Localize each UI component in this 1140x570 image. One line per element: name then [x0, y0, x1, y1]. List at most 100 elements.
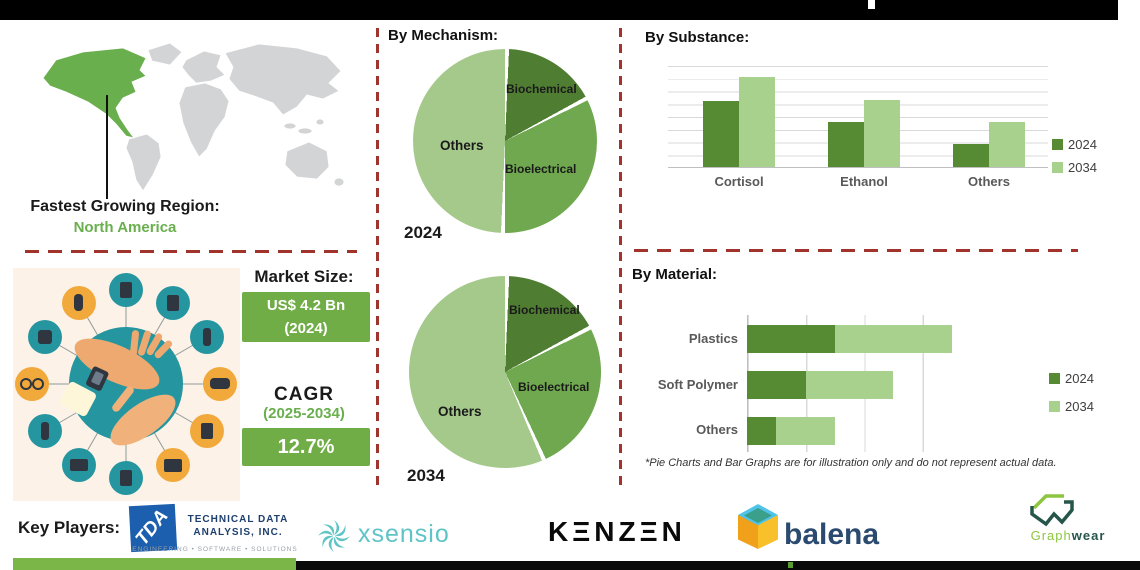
region-pointer-line: [106, 95, 108, 199]
pie1-caption: 2024: [404, 223, 442, 242]
tda-line2: ANALYSIS, INC.: [193, 526, 283, 538]
graphwear-word-part2: wear: [1071, 528, 1106, 543]
material-category-others: Others: [696, 422, 738, 437]
legend-swatch-2024: [1049, 373, 1060, 384]
segment-plastics-2034: [834, 325, 952, 353]
tda-line1: TECHNICAL DATA: [187, 514, 289, 525]
tda-tagline: ENGINEERING • SOFTWARE • SOLUTIONS: [132, 546, 298, 553]
substance-category-ethanol: Ethanol: [840, 174, 888, 189]
north-america-highlight: [42, 47, 147, 139]
market-size-label: Market Size:: [254, 267, 354, 286]
divider-dashed-vertical-2: [619, 28, 622, 492]
cube-left-face: [738, 515, 758, 549]
australia-shape: [284, 141, 330, 180]
segment-soft-polymer-2024: [747, 371, 806, 399]
segment-plastics-2024: [747, 325, 835, 353]
title-bar: [0, 0, 1118, 20]
substance-legend-2034: 2034: [1052, 160, 1097, 175]
title-text-fragment: [868, 0, 875, 9]
device-orbit: [15, 273, 237, 495]
pointing-hand-shape: [110, 394, 176, 446]
cagr-value-box: 12.7%: [242, 428, 370, 466]
graphwear-wordmark: Graphwear: [1008, 528, 1128, 543]
bar-others-2034: [989, 121, 1025, 167]
bar-others-2024: [953, 144, 989, 167]
pie2-label-others: Others: [438, 404, 482, 419]
asia-shape: [224, 43, 342, 116]
substance-legend-2024: 2024: [1052, 137, 1097, 152]
cagr-period: (2025-2034): [263, 405, 345, 422]
south-america-shape: [125, 133, 162, 192]
divider-dashed-right: [634, 249, 1078, 252]
divider-dashed-vertical-1: [376, 28, 379, 492]
fastest-growing-region-label: Fastest Growing Region:: [30, 198, 220, 215]
arm-hand-shape: [74, 338, 160, 390]
balena-wordmark: balena: [784, 518, 880, 551]
pie2-label-biochemical: Biochemical: [509, 303, 580, 317]
material-legend-2024: 2024: [1049, 371, 1094, 386]
legend-label-2024: 2024: [1068, 137, 1097, 152]
europe-shape: [181, 50, 226, 84]
world-map: [42, 42, 345, 192]
legend-swatch-2034: [1049, 401, 1060, 412]
bottom-bar-green: [13, 558, 296, 570]
substance-chart-plot: [668, 66, 1048, 168]
graphwear-logo-mark: [1030, 494, 1074, 527]
legend-swatch-2024: [1052, 139, 1063, 150]
legend-label-2034: 2034: [1065, 399, 1094, 414]
material-row-soft-polymer: [747, 371, 894, 399]
bar-cortisol-2034: [739, 77, 775, 167]
greenland-shape: [147, 42, 183, 66]
graphwear-word-part1: Graph: [1030, 528, 1072, 543]
material-row-plastics: [747, 325, 952, 353]
substance-category-others: Others: [968, 174, 1010, 189]
cube-top-inner: [744, 508, 772, 523]
legend-swatch-2034: [1052, 162, 1063, 173]
xsensio-wordmark: xsensio: [358, 520, 450, 548]
segment-soft-polymer-2034: [805, 371, 894, 399]
pie-mechanism-2024: [413, 49, 597, 233]
balena-cube-icon: [737, 504, 779, 552]
segment-others-2024: [747, 417, 777, 445]
section-title-substance: By Substance:: [645, 29, 750, 46]
illustration-disclaimer: *Pie Charts and Bar Graphs are for illus…: [645, 457, 1057, 469]
pie2-label-bioelectrical: Bioelectrical: [518, 380, 590, 394]
section-title-material: By Material:: [632, 266, 718, 283]
kenzen-wordmark: KΞNZΞN: [548, 516, 686, 547]
fastest-growing-region-value: North America: [73, 219, 177, 236]
tda-logo-text: TECHNICAL DATA ANALYSIS, INC.: [182, 514, 294, 539]
pie1-label-biochemical: Biochemical: [506, 82, 577, 96]
divider-dashed-left: [25, 250, 357, 253]
bottom-bar-green-tick: [788, 562, 793, 568]
bar-ethanol-2034: [864, 100, 900, 167]
legend-label-2034: 2034: [1068, 160, 1097, 175]
wearables-illustration: [13, 268, 240, 501]
pointing-finger-shape: [112, 386, 134, 412]
pie2-caption: 2034: [407, 466, 445, 485]
bar-ethanol-2024: [828, 121, 864, 167]
market-size-value-box: US$ 4.2 Bn (2024): [242, 292, 370, 342]
xsensio-swirl-icon: [318, 520, 350, 552]
bottom-bar-black: [296, 561, 1140, 570]
legend-label-2024: 2024: [1065, 371, 1094, 386]
tda-monogram: TDA: [132, 505, 174, 550]
pie-mechanism-2034: [409, 276, 601, 468]
substance-category-cortisol: Cortisol: [714, 174, 764, 189]
key-players-label: Key Players:: [18, 518, 121, 537]
material-category-plastics: Plastics: [688, 331, 738, 346]
cagr-label: CAGR: [274, 384, 334, 405]
cube-right-face: [758, 515, 778, 549]
africa-shape: [178, 82, 230, 158]
sleeve-shape: [60, 381, 96, 417]
material-row-others: [747, 417, 835, 445]
market-size-value: US$ 4.2 Bn: [266, 297, 346, 314]
tda-logo-mark: TDA: [128, 503, 178, 553]
material-category-soft-polymer: Soft Polymer: [657, 377, 738, 392]
market-size-year: (2024): [284, 320, 328, 338]
segment-others-2034: [776, 417, 835, 445]
pie1-label-bioelectrical: Bioelectrical: [505, 162, 577, 176]
bar-cortisol-2024: [703, 101, 739, 167]
material-legend-2034: 2034: [1049, 399, 1094, 414]
section-title-mechanism: By Mechanism:: [388, 27, 499, 44]
